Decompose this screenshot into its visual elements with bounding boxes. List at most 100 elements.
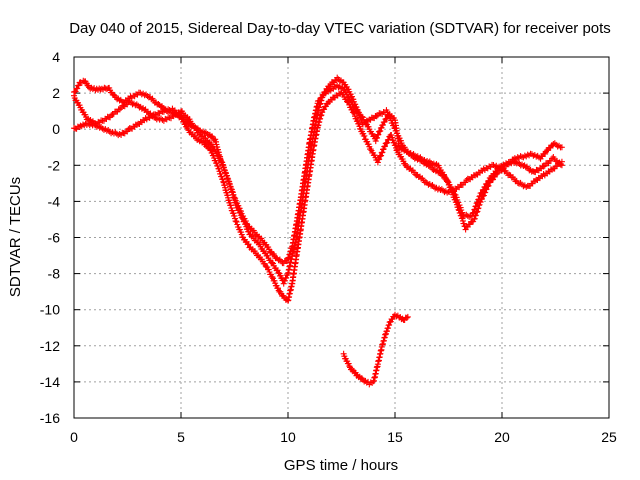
data-point: [471, 206, 478, 213]
y-tick-label: -14: [40, 374, 60, 390]
data-point: [404, 313, 411, 320]
data-point: [557, 161, 564, 168]
data-point: [375, 131, 382, 138]
x-axis-label: GPS time / hours: [284, 457, 398, 474]
data-point: [473, 203, 480, 210]
data-point: [283, 258, 290, 265]
x-tick-label: 15: [387, 429, 403, 445]
data-point: [373, 113, 380, 120]
data-point: [523, 184, 530, 191]
data-point: [440, 171, 447, 178]
data-point: [76, 124, 83, 131]
data-point: [513, 160, 520, 167]
data-point: [358, 113, 365, 120]
data-point: [112, 129, 119, 136]
data-point: [144, 93, 151, 100]
data-point: [558, 144, 565, 151]
data-point: [283, 274, 290, 281]
data-point: [201, 130, 208, 137]
data-point: [554, 143, 561, 150]
data-point: [275, 269, 282, 276]
data-point: [213, 160, 220, 167]
x-tick-label: 25: [601, 429, 617, 445]
data-point: [372, 138, 379, 145]
data-point: [103, 127, 110, 134]
data-point: [166, 106, 173, 113]
x-tick-label: 5: [177, 429, 185, 445]
data-points: [71, 74, 565, 388]
data-point: [72, 88, 79, 95]
y-tick-label: -12: [40, 338, 60, 354]
grid-lines: [74, 57, 609, 418]
series-track-b: [71, 89, 565, 304]
y-tick-label: -6: [48, 230, 61, 246]
data-point: [379, 149, 386, 156]
y-tick-label: -4: [48, 193, 61, 209]
data-point: [444, 189, 451, 196]
data-point: [245, 241, 252, 248]
data-point: [428, 182, 435, 189]
data-point: [378, 152, 385, 159]
data-point: [275, 257, 282, 264]
data-point: [346, 363, 353, 370]
data-point: [475, 196, 482, 203]
data-point: [381, 118, 388, 125]
data-point: [382, 143, 389, 150]
y-tick-label: -2: [48, 157, 61, 173]
data-point: [326, 86, 333, 93]
data-point: [470, 209, 477, 216]
data-point: [183, 123, 190, 130]
data-point: [477, 192, 484, 199]
data-point: [558, 162, 565, 169]
data-point: [550, 140, 557, 147]
data-point: [393, 313, 400, 320]
data-point: [361, 132, 368, 139]
y-tick-labels: 4 2 0 -2 -4 -6 -8 -10 -12 -14 -16: [40, 49, 60, 426]
data-point: [469, 213, 476, 220]
data-point: [500, 161, 507, 168]
data-point: [517, 153, 524, 160]
y-tick-label: 4: [52, 49, 60, 65]
data-point: [385, 136, 392, 143]
x-tick-label: 20: [494, 429, 510, 445]
data-point: [524, 151, 531, 158]
data-point: [269, 259, 276, 266]
data-point: [417, 157, 424, 164]
data-point: [503, 160, 510, 167]
data-point: [116, 106, 123, 113]
data-point: [159, 116, 166, 123]
chart-title: Day 040 of 2015, Sidereal Day-to-day VTE…: [69, 20, 611, 37]
x-tick-label: 0: [70, 429, 78, 445]
data-point: [280, 280, 287, 287]
series-track-c: [71, 82, 565, 267]
data-point: [96, 124, 103, 131]
data-point: [336, 78, 343, 85]
y-tick-label: 0: [52, 121, 60, 137]
data-point: [133, 101, 140, 108]
y-axis-label: SDTVAR / TECUs: [7, 177, 24, 297]
data-point: [540, 163, 547, 170]
data-point: [376, 156, 383, 163]
x-tick-label: 10: [280, 429, 296, 445]
y-tick-label: 2: [52, 85, 60, 101]
data-point: [367, 146, 374, 153]
series-track-d: [340, 311, 411, 388]
data-point: [281, 277, 288, 284]
data-point: [377, 127, 384, 134]
data-point: [437, 187, 444, 194]
data-point: [74, 85, 81, 92]
x-tick-labels: 0 5 10 15 20 25: [70, 429, 617, 445]
y-tick-label: -8: [48, 266, 61, 282]
data-point: [505, 158, 512, 165]
data-point: [116, 130, 123, 137]
data-point: [374, 159, 381, 166]
y-tick-label: -16: [40, 410, 60, 426]
data-point: [379, 121, 386, 128]
y-tick-label: -10: [40, 302, 60, 318]
data-point: [243, 220, 250, 227]
data-point: [451, 190, 458, 197]
data-point: [466, 213, 473, 220]
data-point: [350, 109, 357, 116]
data-point: [75, 82, 82, 89]
